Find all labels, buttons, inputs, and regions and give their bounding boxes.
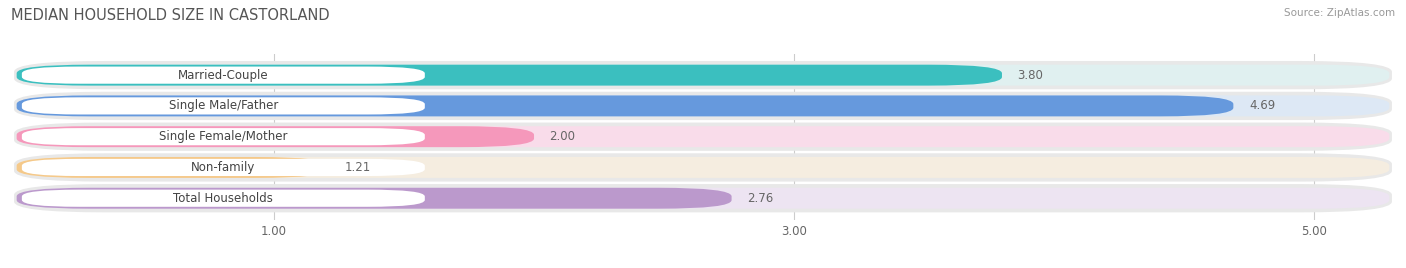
FancyBboxPatch shape <box>22 66 425 84</box>
FancyBboxPatch shape <box>17 65 1389 85</box>
Text: Source: ZipAtlas.com: Source: ZipAtlas.com <box>1284 8 1395 18</box>
FancyBboxPatch shape <box>17 65 1002 85</box>
FancyBboxPatch shape <box>14 122 1392 151</box>
FancyBboxPatch shape <box>22 128 425 145</box>
Text: MEDIAN HOUSEHOLD SIZE IN CASTORLAND: MEDIAN HOUSEHOLD SIZE IN CASTORLAND <box>11 8 330 23</box>
FancyBboxPatch shape <box>14 184 1392 212</box>
FancyBboxPatch shape <box>17 157 329 178</box>
FancyBboxPatch shape <box>17 95 1233 116</box>
FancyBboxPatch shape <box>22 190 425 207</box>
FancyBboxPatch shape <box>14 92 1392 120</box>
FancyBboxPatch shape <box>14 61 1392 89</box>
Text: Non-family: Non-family <box>191 161 256 174</box>
FancyBboxPatch shape <box>14 153 1392 182</box>
FancyBboxPatch shape <box>22 97 425 114</box>
Text: 2.00: 2.00 <box>550 130 575 143</box>
Text: Single Female/Mother: Single Female/Mother <box>159 130 288 143</box>
FancyBboxPatch shape <box>22 159 425 176</box>
Text: Married-Couple: Married-Couple <box>179 69 269 82</box>
Text: 2.76: 2.76 <box>747 192 773 205</box>
Text: 4.69: 4.69 <box>1249 99 1275 112</box>
Text: 3.80: 3.80 <box>1018 69 1043 82</box>
Text: Single Male/Father: Single Male/Father <box>169 99 278 112</box>
FancyBboxPatch shape <box>17 188 731 209</box>
Text: Total Households: Total Households <box>173 192 273 205</box>
FancyBboxPatch shape <box>17 95 1389 116</box>
FancyBboxPatch shape <box>17 157 1389 178</box>
FancyBboxPatch shape <box>17 126 534 147</box>
Text: 1.21: 1.21 <box>344 161 371 174</box>
FancyBboxPatch shape <box>17 188 1389 209</box>
FancyBboxPatch shape <box>17 126 1389 147</box>
